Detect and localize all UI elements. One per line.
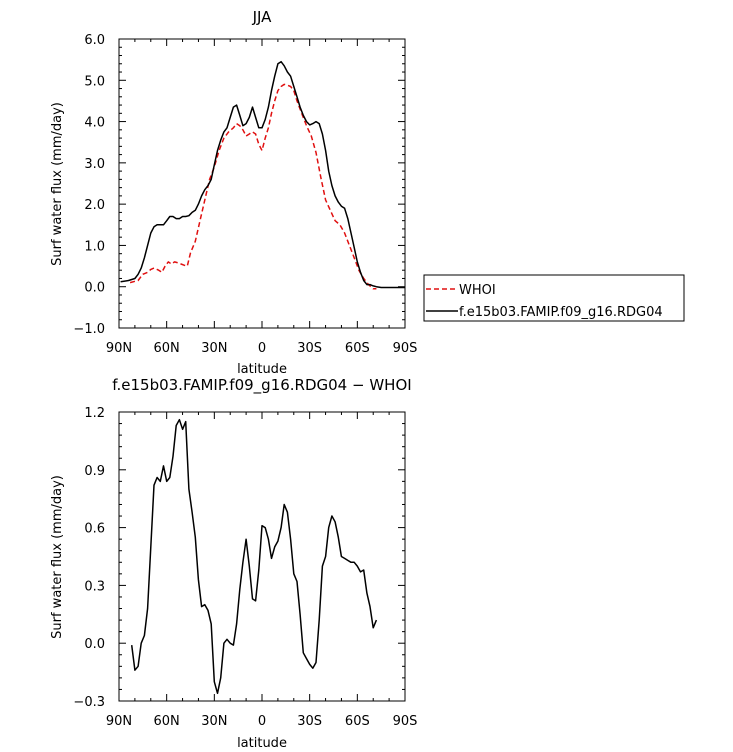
y-tick-label: 0.3 [84, 579, 105, 594]
x-tick-label: 30S [297, 341, 322, 356]
x-tick-label: 60N [154, 341, 180, 356]
x-tick-label: 60N [154, 714, 180, 729]
top-chart: JJA −1.0 0.0 1.0 2.0 3.0 4.0 5.0 6.0 90N 60N 30N 0… [50, 8, 417, 377]
x-tick-label: 0 [258, 341, 266, 356]
bottom-chart-y-label: Surf water flux (mm/day) [50, 475, 65, 639]
bottom-chart-title: f.e15b03.FAMIP.f09_g16.RDG04 − WHOI [112, 376, 411, 395]
y-tick-label: 0.9 [84, 464, 105, 479]
x-tick-label: 60S [345, 714, 370, 729]
top-chart-frame [118, 38, 406, 329]
top-chart-x-ticks: 90N 60N 30N 0 30S 60S 90S [106, 39, 418, 356]
bottom-chart-y-ticks: −0.3 0.0 0.3 0.6 0.9 1.2 [73, 406, 405, 710]
bottom-chart-frame [118, 411, 406, 702]
x-tick-label: 90S [393, 341, 418, 356]
top-chart-y-label: Surf water flux (mm/day) [50, 102, 65, 266]
top-chart-series [120, 60, 405, 290]
top-chart-title: JJA [252, 8, 273, 26]
series-line-1 [120, 60, 405, 289]
y-tick-label: 2.0 [84, 198, 105, 213]
y-tick-label: 4.0 [84, 116, 105, 131]
y-tick-label: 0.0 [84, 281, 105, 296]
y-tick-label: 0.6 [84, 522, 105, 537]
series-line-0 [130, 418, 378, 695]
y-tick-label: −0.3 [73, 695, 105, 710]
legend: WHOI f.e15b03.FAMIP.f09_g16.RDG04 [423, 274, 685, 322]
y-tick-label: 5.0 [84, 74, 105, 89]
x-tick-label: 30S [297, 714, 322, 729]
x-tick-label: 30N [201, 341, 227, 356]
legend-label-model: f.e15b03.FAMIP.f09_g16.RDG04 [459, 305, 663, 320]
bottom-chart: f.e15b03.FAMIP.f09_g16.RDG04 − WHOI −0.3… [50, 376, 417, 751]
top-chart-y-ticks: −1.0 0.0 1.0 2.0 3.0 4.0 5.0 6.0 [73, 33, 405, 337]
series-line-0 [129, 83, 377, 290]
legend-label-whoi: WHOI [459, 283, 496, 298]
x-tick-label: 90N [106, 714, 132, 729]
top-chart-x-label: latitude [237, 362, 287, 377]
y-tick-label: 1.2 [84, 406, 105, 421]
y-tick-label: 0.0 [84, 637, 105, 652]
legend-box [423, 274, 685, 322]
x-tick-label: 90S [393, 714, 418, 729]
x-tick-label: 60S [345, 341, 370, 356]
bottom-chart-series [130, 418, 378, 695]
y-tick-label: 6.0 [84, 33, 105, 48]
bottom-chart-x-label: latitude [237, 736, 287, 751]
y-tick-label: 3.0 [84, 157, 105, 172]
x-tick-label: 30N [201, 714, 227, 729]
x-tick-label: 90N [106, 341, 132, 356]
bottom-chart-x-ticks: 90N 60N 30N 0 30S 60S 90S [106, 412, 418, 729]
y-tick-label: 1.0 [84, 239, 105, 254]
x-tick-label: 0 [258, 714, 266, 729]
y-tick-label: −1.0 [73, 322, 105, 337]
